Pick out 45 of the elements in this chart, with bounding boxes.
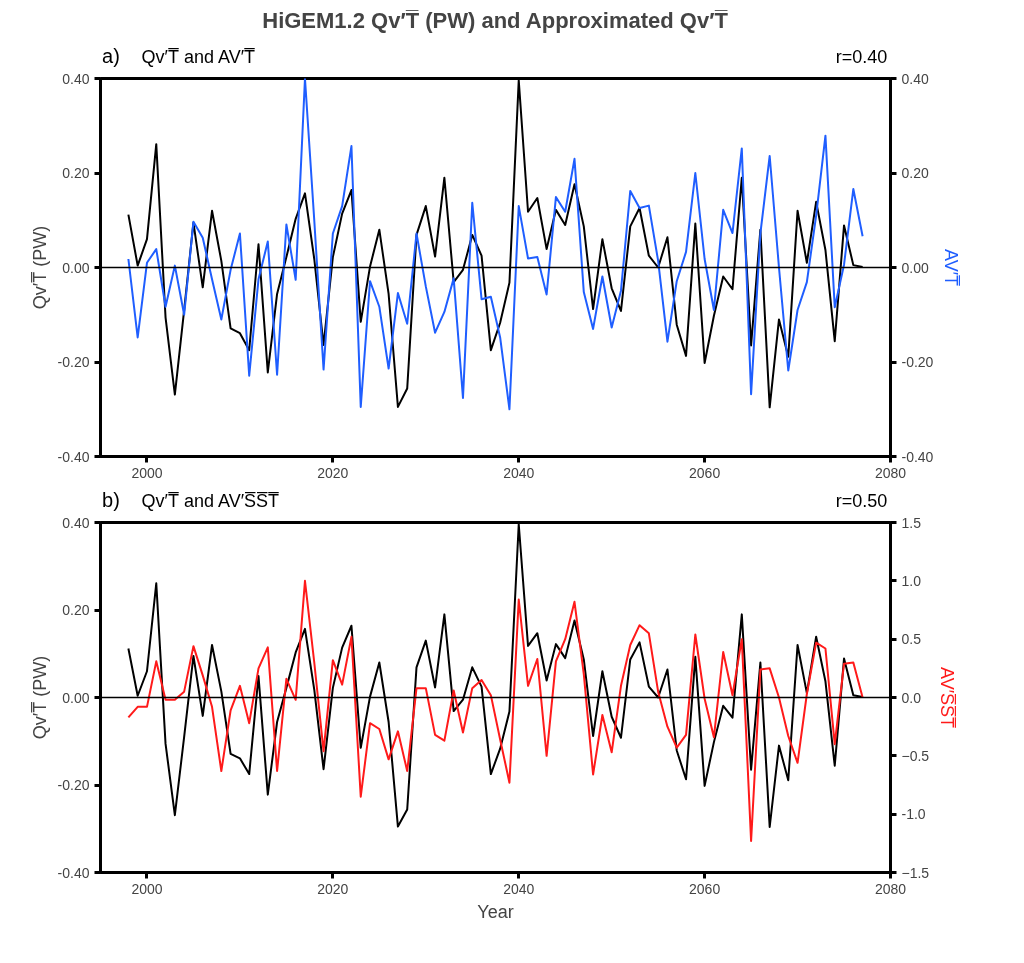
chart-subtitle: Qv′T̅ and AV′S̅S̅T̅ [141, 491, 280, 512]
x-tick-label: 2020 [317, 464, 349, 481]
chart-title: HiGEM1.2 Qv′T̅ (PW) and Approximated Qv′T̅ [262, 7, 729, 33]
y-tick-label: 0.00 [62, 259, 90, 276]
text: b) [102, 489, 120, 512]
x-tick-label: 2000 [131, 880, 163, 897]
y-tick-label: 0.20 [62, 602, 90, 618]
y2-tick-label: 1.5 [901, 514, 922, 531]
x-tick-label: 2040 [503, 464, 535, 481]
y-tick-label: -0.20 [57, 777, 90, 793]
y2-tick-label: 0.5 [901, 631, 922, 648]
x-tick-label: 2060 [689, 464, 721, 481]
text: a) [102, 45, 120, 68]
text: r=0.40 [835, 47, 888, 68]
y-tick-label: -0.20 [57, 354, 90, 370]
y-axis-title: Qv′T̅ (PW) [29, 225, 50, 310]
y2-axis-title: AV′T̅ [941, 248, 962, 287]
x-tick-label: 2060 [689, 880, 721, 897]
text: r=0.50 [835, 491, 888, 512]
x-tick-label: 2080 [874, 880, 907, 897]
x-tick-label: 2080 [874, 464, 907, 481]
y2-axis-title: AV′S̅S̅T̅ [937, 666, 958, 729]
y-tick-label: 0.20 [62, 165, 90, 181]
chart-subtitle: Qv′T̅ and AV′T̅ [141, 47, 256, 68]
y2-tick-label: −1.5 [901, 864, 930, 881]
line-series [127, 579, 864, 842]
y-tick-label: 0.40 [62, 70, 90, 87]
y2-tick-label: -1.0 [901, 806, 926, 823]
y-tick-label: 0.40 [62, 514, 90, 531]
x-tick-label: 2040 [503, 880, 535, 897]
y2-tick-label: -0.20 [901, 354, 934, 370]
x-tick-label: 2000 [131, 464, 163, 481]
y2-tick-label: 1.0 [901, 572, 922, 589]
y2-tick-label: 0.00 [901, 259, 929, 276]
y-tick-label: -0.40 [57, 448, 90, 465]
x-axis-title: Year [477, 901, 514, 922]
x-tick-label: 2020 [317, 880, 349, 897]
y2-tick-label: 0.20 [901, 165, 929, 181]
y2-tick-label: 0.0 [901, 689, 922, 706]
y-tick-label: -0.40 [57, 864, 90, 881]
y2-tick-label: -0.40 [901, 448, 934, 465]
y2-tick-label: 0.40 [901, 70, 929, 87]
y-tick-label: 0.00 [62, 689, 90, 706]
y-axis-title: Qv′T̅ (PW) [29, 655, 50, 740]
y2-tick-label: −0.5 [901, 747, 930, 764]
